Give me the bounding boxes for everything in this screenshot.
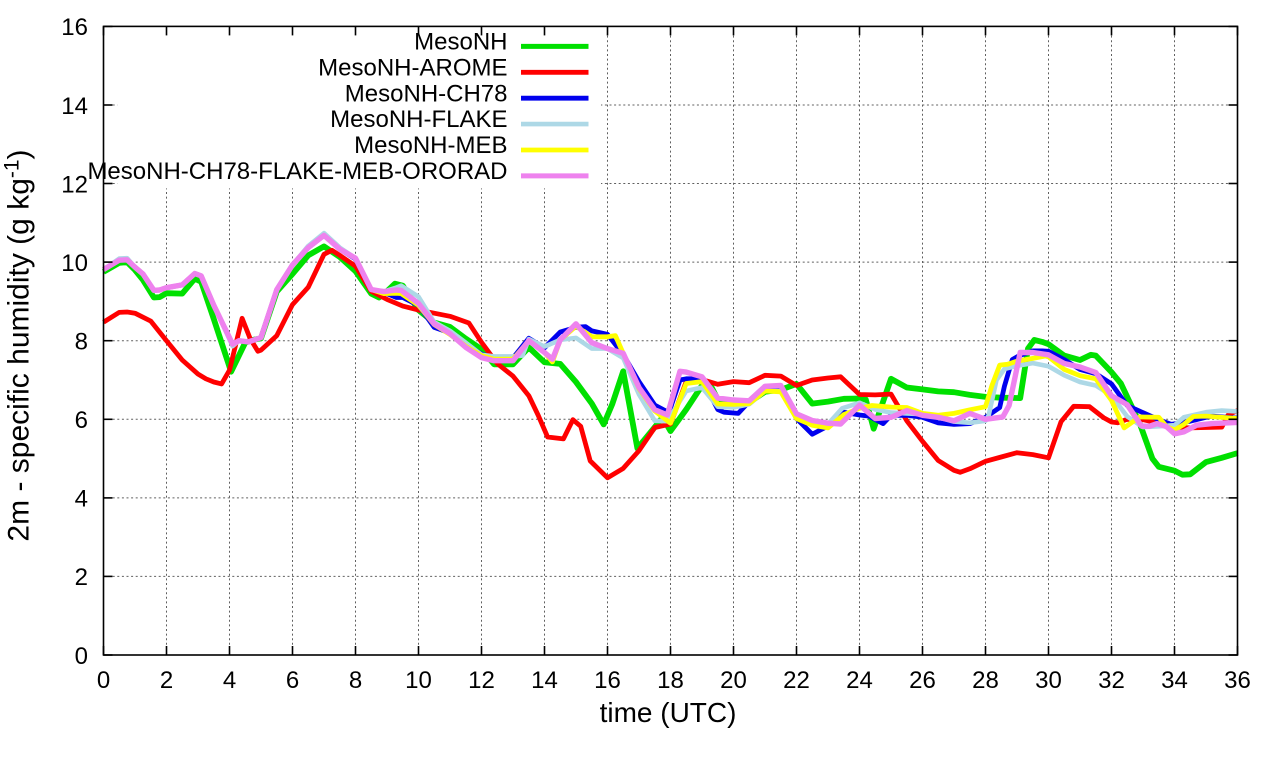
svg-text:MesoNH-MEB: MesoNH-MEB bbox=[354, 132, 507, 159]
svg-text:MesoNH-AROME: MesoNH-AROME bbox=[318, 54, 507, 81]
svg-text:28: 28 bbox=[972, 667, 999, 694]
svg-text:22: 22 bbox=[783, 667, 810, 694]
svg-text:6: 6 bbox=[75, 407, 88, 434]
svg-text:12: 12 bbox=[468, 667, 495, 694]
svg-text:26: 26 bbox=[909, 667, 936, 694]
svg-text:10: 10 bbox=[405, 667, 432, 694]
svg-text:14: 14 bbox=[531, 667, 558, 694]
svg-text:32: 32 bbox=[1098, 667, 1125, 694]
svg-text:14: 14 bbox=[61, 93, 88, 120]
svg-text:18: 18 bbox=[657, 667, 684, 694]
svg-text:4: 4 bbox=[223, 667, 236, 694]
svg-text:8: 8 bbox=[349, 667, 362, 694]
svg-text:6: 6 bbox=[286, 667, 299, 694]
svg-text:24: 24 bbox=[846, 667, 873, 694]
svg-text:12: 12 bbox=[61, 171, 88, 198]
svg-text:0: 0 bbox=[97, 667, 110, 694]
svg-text:0: 0 bbox=[75, 643, 88, 670]
svg-text:2: 2 bbox=[75, 564, 88, 591]
svg-text:MesoNH-CH78: MesoNH-CH78 bbox=[345, 80, 508, 107]
svg-text:2m - specific humidity (g kg-1: 2m - specific humidity (g kg-1) bbox=[1, 149, 36, 541]
svg-text:MesoNH-CH78-FLAKE-MEB-ORORAD: MesoNH-CH78-FLAKE-MEB-ORORAD bbox=[87, 158, 507, 185]
svg-text:time (UTC): time (UTC) bbox=[600, 697, 737, 728]
svg-text:10: 10 bbox=[61, 250, 88, 277]
svg-text:4: 4 bbox=[75, 486, 88, 513]
svg-text:36: 36 bbox=[1224, 667, 1251, 694]
svg-text:8: 8 bbox=[75, 329, 88, 356]
svg-text:34: 34 bbox=[1161, 667, 1188, 694]
svg-text:MesoNH: MesoNH bbox=[414, 29, 507, 56]
svg-text:2: 2 bbox=[160, 667, 173, 694]
svg-text:30: 30 bbox=[1035, 667, 1062, 694]
svg-text:MesoNH-FLAKE: MesoNH-FLAKE bbox=[330, 106, 507, 133]
svg-text:16: 16 bbox=[594, 667, 621, 694]
svg-text:16: 16 bbox=[61, 14, 88, 41]
svg-text:20: 20 bbox=[720, 667, 747, 694]
